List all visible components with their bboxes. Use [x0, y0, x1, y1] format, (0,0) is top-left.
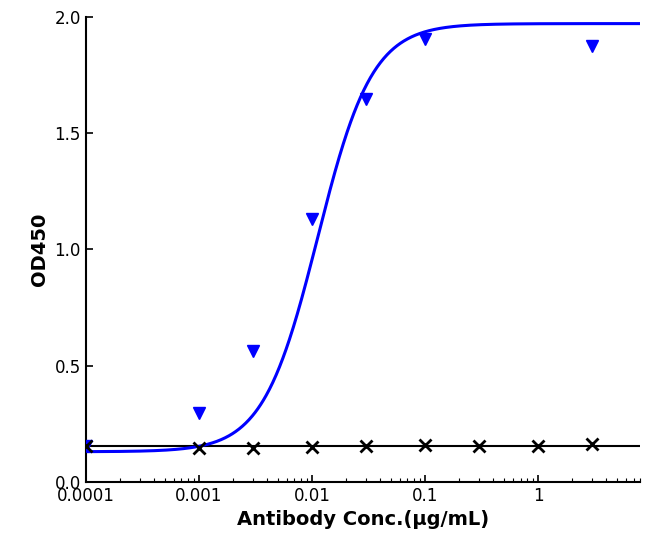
X-axis label: Antibody Conc.(μg/mL): Antibody Conc.(μg/mL) — [237, 510, 489, 530]
Y-axis label: OD450: OD450 — [30, 213, 49, 286]
